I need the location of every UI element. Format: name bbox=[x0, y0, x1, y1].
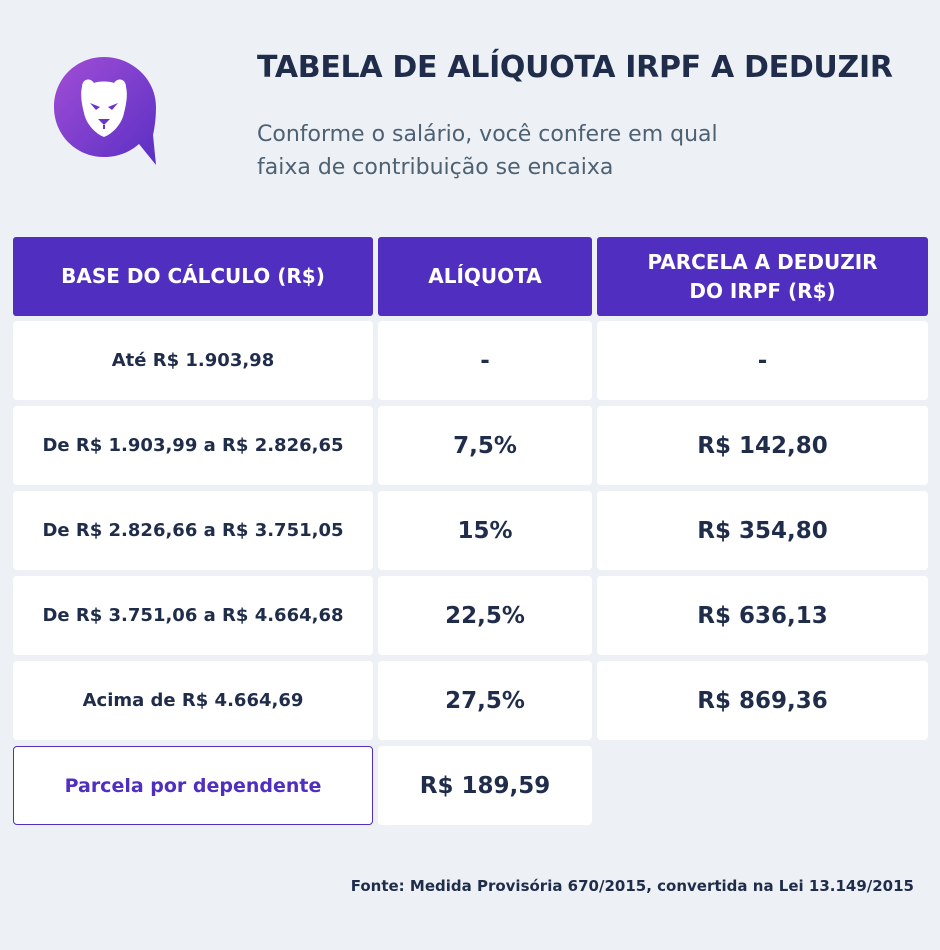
table-cell-parcela: R$ 636,13 bbox=[597, 576, 928, 655]
column-header-aliquota: ALÍQUOTA bbox=[378, 237, 592, 316]
column-header-parcela: PARCELA A DEDUZIR DO IRPF (R$) bbox=[597, 237, 928, 316]
table-cell-aliquota: - bbox=[378, 321, 592, 400]
source-note: Fonte: Medida Provisória 670/2015, conve… bbox=[350, 877, 914, 895]
table-cell-base: De R$ 3.751,06 a R$ 4.664,68 bbox=[13, 576, 373, 655]
table-cell-aliquota: 22,5% bbox=[378, 576, 592, 655]
table-cell-parcela: R$ 142,80 bbox=[597, 406, 928, 485]
table-cell-aliquota: 7,5% bbox=[378, 406, 592, 485]
page-title: TABELA DE ALÍQUOTA IRPF A DEDUZIR bbox=[257, 50, 893, 85]
table-cell-parcela: R$ 354,80 bbox=[597, 491, 928, 570]
panther-chat-logo-icon bbox=[54, 57, 156, 165]
table-cell-base: De R$ 1.903,99 a R$ 2.826,65 bbox=[13, 406, 373, 485]
page-subtitle: Conforme o salário, você confere em qual… bbox=[257, 118, 857, 184]
subtitle-line: Conforme o salário, você confere em qual bbox=[257, 122, 718, 147]
table-cell-aliquota: 27,5% bbox=[378, 661, 592, 740]
dependent-value: R$ 189,59 bbox=[378, 746, 592, 825]
dependent-label: Parcela por dependente bbox=[13, 746, 373, 825]
table-cell-base: Até R$ 1.903,98 bbox=[13, 321, 373, 400]
column-header-parcela-line: PARCELA A DEDUZIR bbox=[647, 249, 878, 274]
column-header-parcela-line: DO IRPF (R$) bbox=[689, 278, 836, 303]
table-cell-base: Acima de R$ 4.664,69 bbox=[13, 661, 373, 740]
table-cell-parcela: R$ 869,36 bbox=[597, 661, 928, 740]
column-header-base: BASE DO CÁLCULO (R$) bbox=[13, 237, 373, 316]
table-cell-parcela: - bbox=[597, 321, 928, 400]
table-cell-base: De R$ 2.826,66 a R$ 3.751,05 bbox=[13, 491, 373, 570]
subtitle-line: faixa de contribuição se encaixa bbox=[257, 155, 614, 180]
table-cell-aliquota: 15% bbox=[378, 491, 592, 570]
